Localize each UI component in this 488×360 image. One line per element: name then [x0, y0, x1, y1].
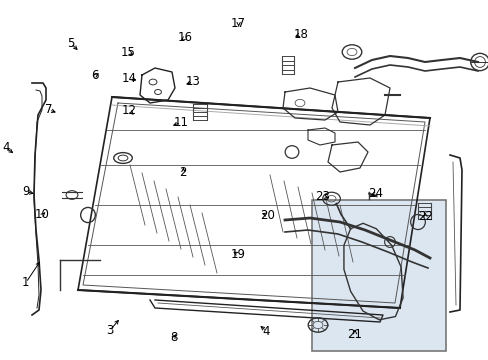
- Text: 15: 15: [121, 46, 136, 59]
- Text: 10: 10: [35, 208, 50, 221]
- Text: 24: 24: [367, 187, 382, 200]
- Text: 16: 16: [177, 31, 192, 44]
- Text: 9: 9: [22, 185, 30, 198]
- Text: 19: 19: [231, 248, 245, 261]
- Text: 22: 22: [417, 210, 432, 222]
- Text: 12: 12: [122, 104, 137, 117]
- Text: 1: 1: [22, 276, 30, 289]
- Text: 7: 7: [45, 103, 53, 116]
- Text: 13: 13: [185, 75, 200, 88]
- Text: 5: 5: [67, 37, 75, 50]
- Text: 11: 11: [173, 116, 188, 129]
- Bar: [311, 200, 446, 351]
- Text: 6: 6: [91, 69, 99, 82]
- Text: 20: 20: [260, 209, 275, 222]
- Text: 21: 21: [347, 328, 362, 341]
- Text: 14: 14: [122, 72, 137, 85]
- Text: 3: 3: [106, 324, 114, 337]
- Text: 2: 2: [179, 166, 187, 179]
- Text: 17: 17: [231, 17, 245, 30]
- Text: 4: 4: [2, 141, 10, 154]
- Text: 4: 4: [262, 325, 270, 338]
- Text: 8: 8: [169, 331, 177, 344]
- Text: 18: 18: [293, 28, 307, 41]
- Text: 23: 23: [315, 190, 329, 203]
